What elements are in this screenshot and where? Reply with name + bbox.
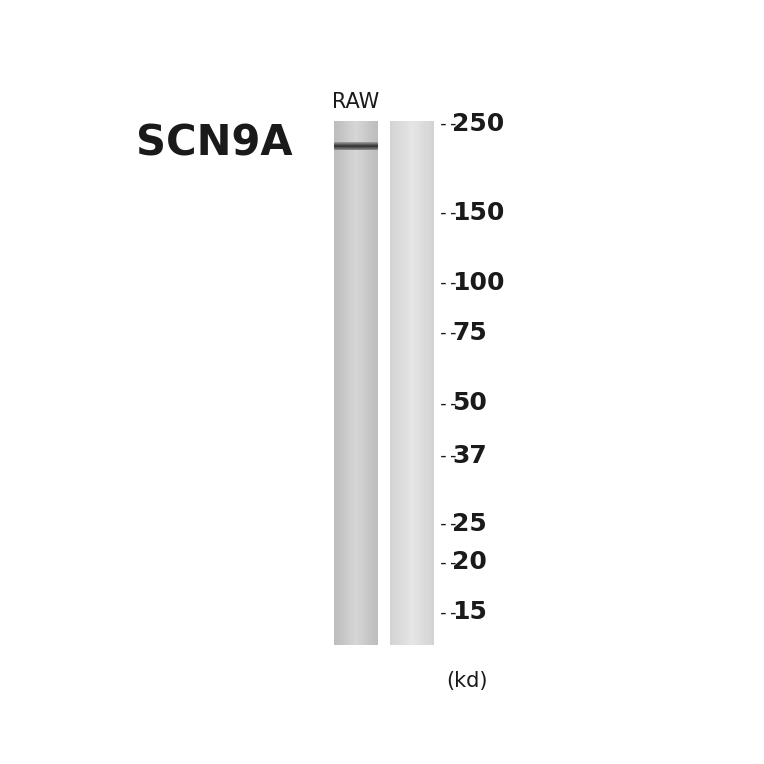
- Bar: [408, 121, 409, 645]
- Bar: [376, 121, 377, 645]
- Text: 20: 20: [452, 550, 487, 575]
- Bar: [396, 121, 397, 645]
- Bar: [364, 121, 365, 645]
- Bar: [367, 121, 368, 645]
- Bar: [390, 121, 391, 645]
- Bar: [374, 121, 375, 645]
- Text: (kd): (kd): [446, 671, 487, 691]
- Bar: [422, 121, 423, 645]
- Text: --: --: [438, 115, 459, 133]
- Bar: [403, 121, 404, 645]
- Bar: [418, 121, 419, 645]
- Bar: [348, 121, 349, 645]
- Bar: [344, 121, 345, 645]
- Bar: [391, 121, 392, 645]
- Bar: [410, 121, 411, 645]
- Bar: [430, 121, 431, 645]
- Bar: [355, 121, 356, 645]
- Bar: [346, 121, 347, 645]
- Bar: [368, 121, 369, 645]
- Text: 15: 15: [452, 601, 487, 624]
- Text: --: --: [438, 274, 459, 292]
- Text: --: --: [438, 604, 459, 621]
- Bar: [401, 121, 403, 645]
- Bar: [361, 121, 363, 645]
- Bar: [336, 121, 337, 645]
- Text: 25: 25: [452, 512, 487, 536]
- Bar: [393, 121, 394, 645]
- Bar: [343, 121, 344, 645]
- Bar: [338, 121, 339, 645]
- Text: 100: 100: [452, 271, 505, 295]
- Bar: [406, 121, 408, 645]
- Bar: [373, 121, 374, 645]
- Bar: [347, 121, 348, 645]
- Bar: [371, 121, 373, 645]
- Bar: [421, 121, 422, 645]
- Text: --: --: [438, 515, 459, 533]
- Bar: [392, 121, 393, 645]
- Bar: [365, 121, 366, 645]
- Bar: [349, 121, 351, 645]
- Bar: [363, 121, 364, 645]
- Bar: [419, 121, 420, 645]
- Bar: [357, 121, 358, 645]
- Bar: [415, 121, 416, 645]
- Bar: [356, 121, 357, 645]
- Bar: [337, 121, 338, 645]
- Bar: [416, 121, 418, 645]
- Bar: [394, 121, 396, 645]
- Text: 50: 50: [452, 391, 487, 416]
- Bar: [341, 121, 342, 645]
- Bar: [359, 121, 361, 645]
- Bar: [335, 121, 336, 645]
- Bar: [375, 121, 376, 645]
- Bar: [358, 121, 359, 645]
- Bar: [427, 121, 428, 645]
- Bar: [339, 121, 341, 645]
- Bar: [345, 121, 346, 645]
- Text: --: --: [438, 553, 459, 571]
- Bar: [342, 121, 343, 645]
- Bar: [353, 121, 354, 645]
- Bar: [432, 121, 433, 645]
- Bar: [409, 121, 410, 645]
- Bar: [423, 121, 425, 645]
- Text: 150: 150: [452, 201, 504, 225]
- Text: --: --: [438, 394, 459, 413]
- Text: --: --: [438, 447, 459, 465]
- Bar: [334, 121, 335, 645]
- Bar: [404, 121, 406, 645]
- Bar: [411, 121, 413, 645]
- Bar: [351, 121, 353, 645]
- Bar: [369, 121, 371, 645]
- Bar: [425, 121, 426, 645]
- Bar: [354, 121, 355, 645]
- Bar: [398, 121, 399, 645]
- Text: --: --: [438, 204, 459, 222]
- Bar: [420, 121, 421, 645]
- Bar: [400, 121, 401, 645]
- Bar: [429, 121, 430, 645]
- Bar: [431, 121, 432, 645]
- Bar: [428, 121, 429, 645]
- Text: 250: 250: [452, 112, 504, 136]
- Bar: [413, 121, 415, 645]
- Text: SCN9A: SCN9A: [135, 122, 293, 164]
- Bar: [377, 121, 378, 645]
- Text: --: --: [438, 324, 459, 342]
- Bar: [399, 121, 400, 645]
- Bar: [426, 121, 427, 645]
- Bar: [397, 121, 398, 645]
- Text: 75: 75: [452, 321, 487, 345]
- Text: 37: 37: [452, 444, 487, 468]
- Bar: [433, 121, 435, 645]
- Bar: [366, 121, 367, 645]
- Text: RAW: RAW: [332, 92, 380, 112]
